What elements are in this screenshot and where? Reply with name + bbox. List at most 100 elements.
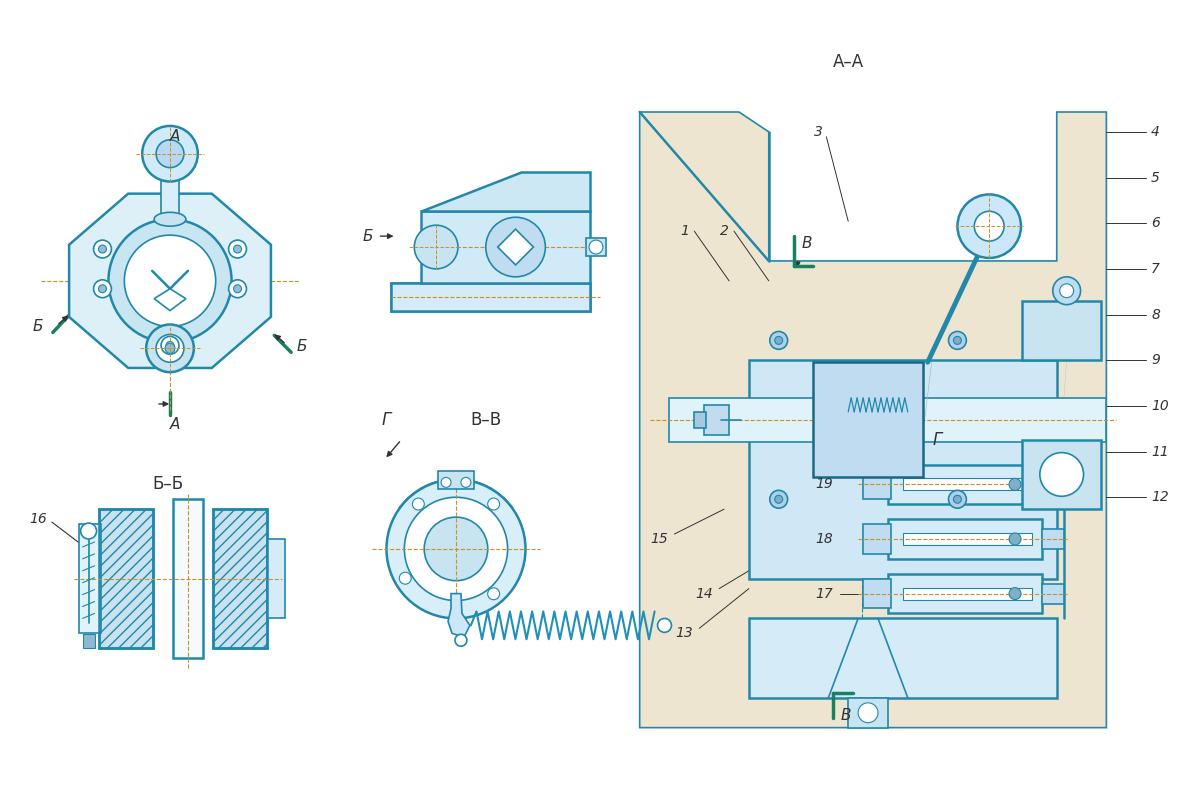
Circle shape (228, 280, 246, 298)
Circle shape (387, 480, 526, 619)
Bar (1022, 440, 1102, 510)
Circle shape (124, 235, 215, 326)
Bar (863, 524, 891, 554)
Polygon shape (640, 112, 1107, 728)
Text: 18: 18 (815, 532, 833, 546)
Bar (82, 634, 94, 649)
Circle shape (948, 491, 966, 508)
Bar (848, 698, 888, 728)
Text: 3: 3 (814, 125, 822, 139)
Circle shape (461, 477, 471, 487)
Circle shape (1009, 533, 1021, 545)
Polygon shape (155, 289, 186, 310)
Circle shape (99, 245, 106, 253)
Circle shape (94, 240, 112, 258)
Bar (704, 405, 729, 434)
Text: А–А: А–А (833, 54, 864, 71)
Text: 5: 5 (1151, 171, 1160, 185)
Circle shape (958, 194, 1021, 258)
Circle shape (488, 498, 500, 510)
Circle shape (400, 572, 412, 584)
Circle shape (1060, 284, 1073, 298)
Circle shape (143, 126, 198, 182)
Text: 2: 2 (720, 224, 728, 238)
Text: 13: 13 (676, 626, 694, 641)
Circle shape (108, 220, 232, 342)
Circle shape (1040, 453, 1084, 496)
Bar (863, 579, 891, 608)
Circle shape (858, 703, 878, 723)
Bar (903, 588, 1032, 600)
Circle shape (99, 284, 106, 293)
Text: 9: 9 (1151, 353, 1160, 367)
Text: 1: 1 (679, 224, 689, 238)
Circle shape (156, 334, 184, 363)
Circle shape (424, 517, 488, 581)
Text: 12: 12 (1151, 491, 1169, 504)
Bar (213, 510, 268, 649)
Circle shape (161, 337, 178, 354)
Bar (1041, 529, 1064, 549)
Text: 10: 10 (1151, 399, 1169, 413)
Text: Г: Г (382, 411, 392, 429)
Bar (888, 574, 1041, 614)
Circle shape (146, 325, 194, 372)
Text: 15: 15 (651, 532, 669, 546)
Text: Б: Б (296, 339, 307, 354)
Bar (99, 510, 154, 649)
Circle shape (488, 588, 500, 600)
Text: 6: 6 (1151, 216, 1160, 230)
Bar (888, 465, 1041, 504)
Bar (79, 524, 100, 634)
Bar (173, 499, 202, 658)
Bar (99, 510, 154, 649)
Bar (814, 363, 922, 477)
Bar (1022, 301, 1102, 360)
Circle shape (405, 497, 508, 600)
Circle shape (1053, 276, 1081, 305)
Circle shape (1009, 588, 1021, 600)
Bar (903, 479, 1032, 491)
Circle shape (1009, 479, 1021, 491)
Bar (438, 472, 474, 489)
Polygon shape (69, 194, 271, 368)
Circle shape (94, 280, 112, 298)
Polygon shape (497, 229, 533, 265)
Circle shape (975, 211, 1004, 241)
Circle shape (770, 491, 788, 508)
Circle shape (775, 337, 783, 344)
Circle shape (658, 619, 671, 632)
Circle shape (81, 523, 96, 539)
Circle shape (167, 341, 174, 349)
Bar (161, 175, 178, 220)
Circle shape (953, 337, 962, 344)
Circle shape (228, 240, 246, 258)
Bar (585, 238, 606, 256)
Bar (863, 469, 891, 499)
Bar (421, 211, 590, 283)
Text: 7: 7 (1151, 262, 1160, 276)
Bar (213, 510, 268, 649)
Bar (903, 533, 1032, 545)
Text: В–В: В–В (470, 411, 501, 429)
Circle shape (770, 332, 788, 349)
Text: Б–Б: Б–Б (152, 476, 183, 494)
Circle shape (948, 332, 966, 349)
Text: 14: 14 (695, 587, 713, 600)
Circle shape (455, 634, 466, 646)
Text: 8: 8 (1151, 307, 1160, 322)
Ellipse shape (155, 213, 186, 226)
Bar (1041, 475, 1064, 495)
Bar (749, 619, 1057, 698)
Circle shape (165, 344, 175, 353)
Text: А: А (170, 130, 180, 145)
Text: Б: Б (32, 319, 43, 334)
Bar (1041, 584, 1064, 604)
Circle shape (775, 495, 783, 503)
Circle shape (414, 225, 458, 269)
Bar (888, 519, 1041, 559)
Text: 4: 4 (1151, 125, 1160, 139)
Bar (392, 283, 590, 310)
Text: В: В (801, 235, 812, 250)
Bar (694, 412, 706, 427)
